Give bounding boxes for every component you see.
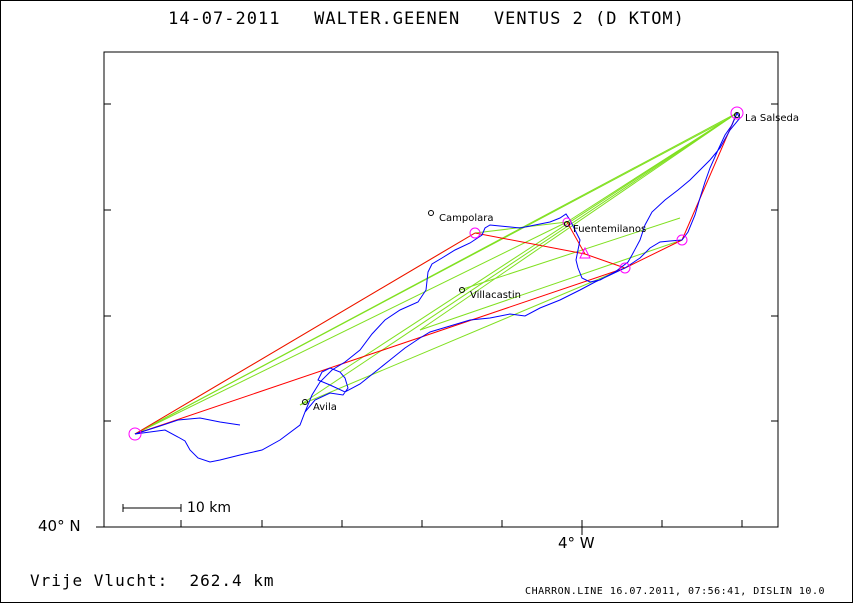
flight-title: 14-07-2011 WALTER.GEENEN VENTUS 2 (D KTO…: [168, 9, 685, 29]
place-marker-la-salseda: [734, 112, 740, 118]
triangle-legs: [134, 112, 738, 435]
place-label-villacastin: Villacastin: [470, 290, 521, 301]
map-plot-frame: [103, 51, 779, 528]
place-marker-campolara: [428, 210, 434, 216]
free-flight-summary: Vrije Vlucht: 262.4 km: [30, 571, 275, 590]
turnpoint-1: [469, 227, 481, 239]
longitude-label: 4° W: [558, 534, 595, 552]
place-label-la-salseda: La Salseda: [745, 113, 799, 124]
scale-bar: [122, 504, 182, 512]
place-label-fuentemilanos: Fuentemilanos: [573, 224, 646, 235]
place-label-avila: Avila: [313, 402, 337, 413]
place-marker-villacastin: [459, 287, 465, 293]
place-marker-fuentemilanos: [564, 221, 570, 227]
free-flight-label: Vrije Vlucht:: [30, 571, 169, 590]
latitude-label: 40° N: [38, 517, 81, 535]
flight-track: [134, 111, 741, 463]
turnpoint-3: [619, 262, 631, 274]
turnpoint-la-salseda: [730, 106, 744, 120]
scale-bar-label: 10 km: [187, 500, 232, 516]
place-markers: [302, 112, 740, 405]
turnpoint-2: [676, 234, 688, 246]
turnpoint-triangle-marker: [579, 246, 591, 259]
turnpoints: [128, 106, 744, 441]
map-ticks: [96, 103, 778, 535]
free-flight-distance: 262.4 km: [189, 571, 275, 590]
footer-credits: CHARRON.LINE 16.07.2011, 07:56:41, DISLI…: [525, 586, 825, 597]
place-marker-avila: [302, 399, 308, 405]
place-label-campolara: Campolara: [439, 213, 493, 224]
turnpoint-start: [128, 427, 142, 441]
